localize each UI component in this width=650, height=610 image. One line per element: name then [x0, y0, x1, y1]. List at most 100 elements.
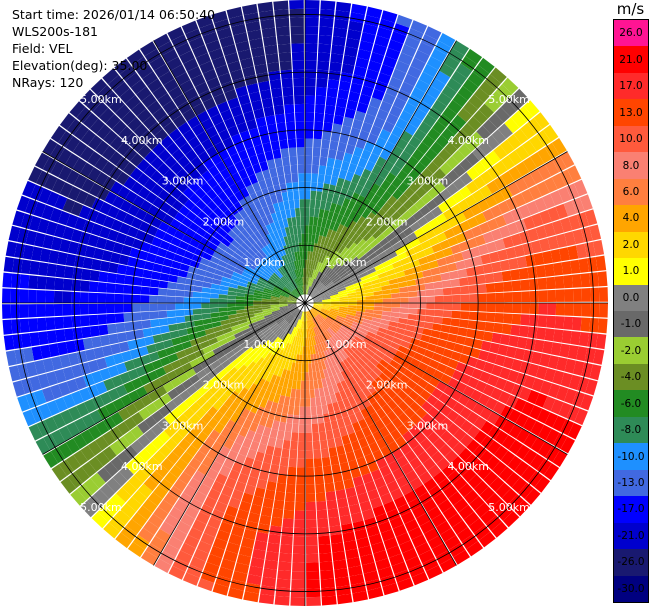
velocity-gate	[339, 306, 348, 310]
velocity-gate	[145, 136, 160, 150]
velocity-gate	[123, 284, 133, 294]
velocity-gate	[246, 184, 256, 195]
velocity-gate	[366, 212, 376, 222]
velocity-gate	[253, 295, 263, 299]
velocity-gate	[305, 34, 318, 44]
velocity-gate	[334, 480, 345, 491]
velocity-gate	[426, 199, 438, 211]
velocity-gate	[292, 270, 297, 279]
velocity-gate	[238, 352, 248, 361]
velocity-gate	[514, 348, 526, 361]
velocity-gate	[251, 256, 260, 265]
velocity-gate	[561, 330, 572, 344]
velocity-gate	[495, 482, 511, 499]
velocity-gate	[265, 224, 273, 234]
velocity-gate	[309, 328, 313, 338]
velocity-gate	[80, 162, 94, 178]
velocity-gate	[310, 354, 315, 364]
velocity-gate	[277, 330, 285, 338]
velocity-gate	[339, 303, 349, 306]
velocity-gate	[392, 417, 404, 429]
velocity-gate	[334, 391, 343, 402]
velocity-gate	[564, 289, 574, 302]
velocity-gate	[321, 191, 328, 202]
velocity-gate	[289, 326, 295, 335]
velocity-gate	[359, 343, 368, 352]
velocity-gate	[457, 199, 470, 212]
velocity-gate	[278, 377, 285, 387]
velocity-gate	[253, 307, 263, 312]
velocity-gate	[388, 221, 399, 232]
velocity-gate	[278, 279, 286, 287]
velocity-gate	[345, 251, 354, 260]
velocity-gate	[46, 263, 57, 277]
velocity-gate	[405, 273, 415, 281]
velocity-gate	[440, 373, 452, 385]
velocity-gate	[318, 286, 326, 293]
velocity-gate	[258, 179, 268, 190]
velocity-gate	[322, 301, 331, 303]
velocity-gate	[317, 60, 330, 71]
velocity-gate	[307, 337, 310, 347]
velocity-gate	[269, 525, 282, 536]
velocity-gate	[258, 470, 269, 481]
velocity-gate	[317, 314, 325, 322]
velocity-gate	[51, 236, 63, 251]
velocity-gate	[428, 376, 440, 388]
velocity-gate	[230, 380, 240, 391]
velocity-gate	[203, 562, 220, 575]
velocity-gate	[363, 352, 373, 361]
velocity-gate	[109, 135, 125, 151]
velocity-gate	[350, 233, 360, 243]
velocity-gate	[200, 182, 212, 194]
velocity-gate	[324, 340, 331, 350]
velocity-gate	[468, 474, 483, 489]
velocity-gate	[463, 489, 479, 505]
velocity-gate	[403, 369, 414, 379]
velocity-gate	[155, 528, 171, 543]
velocity-gate	[149, 287, 159, 296]
velocity-gate	[212, 399, 224, 411]
velocity-gate	[493, 322, 503, 334]
velocity-gate	[256, 357, 265, 366]
velocity-gate	[335, 318, 344, 325]
velocity-gate	[356, 296, 366, 301]
velocity-gate	[403, 175, 415, 187]
velocity-gate	[238, 208, 249, 219]
velocity-gate	[99, 483, 116, 499]
velocity-gate	[340, 216, 348, 226]
velocity-gate	[291, 261, 296, 271]
velocity-gate	[313, 327, 318, 336]
velocity-gate	[323, 368, 330, 379]
velocity-gate	[311, 292, 319, 298]
velocity-gate	[312, 371, 318, 381]
velocity-gate	[253, 305, 262, 309]
velocity-gate	[265, 445, 275, 456]
velocity-gate	[451, 286, 461, 295]
velocity-gate	[431, 206, 443, 218]
velocity-gate	[257, 1, 273, 13]
velocity-gate	[266, 281, 275, 288]
velocity-gate	[116, 487, 132, 503]
velocity-gate	[195, 419, 207, 431]
velocity-gate	[337, 372, 345, 382]
velocity-gate	[535, 265, 546, 278]
velocity-gate	[395, 216, 406, 227]
velocity-gate	[257, 443, 267, 454]
velocity-gate	[290, 317, 297, 326]
velocity-gate	[144, 442, 159, 456]
velocity-gate	[335, 343, 344, 352]
velocity-gate	[425, 229, 436, 240]
velocity-gate	[402, 354, 413, 364]
velocity-gate	[518, 386, 532, 401]
velocity-gate	[210, 256, 220, 265]
velocity-gate	[254, 289, 264, 294]
velocity-gate	[291, 326, 296, 336]
velocity-gate	[162, 100, 177, 114]
velocity-gate	[283, 333, 290, 342]
velocity-gate	[312, 296, 322, 300]
ring-label: 5.00km	[488, 501, 530, 514]
velocity-gate	[234, 141, 246, 153]
velocity-gate	[217, 101, 230, 114]
velocity-gate	[145, 543, 163, 558]
